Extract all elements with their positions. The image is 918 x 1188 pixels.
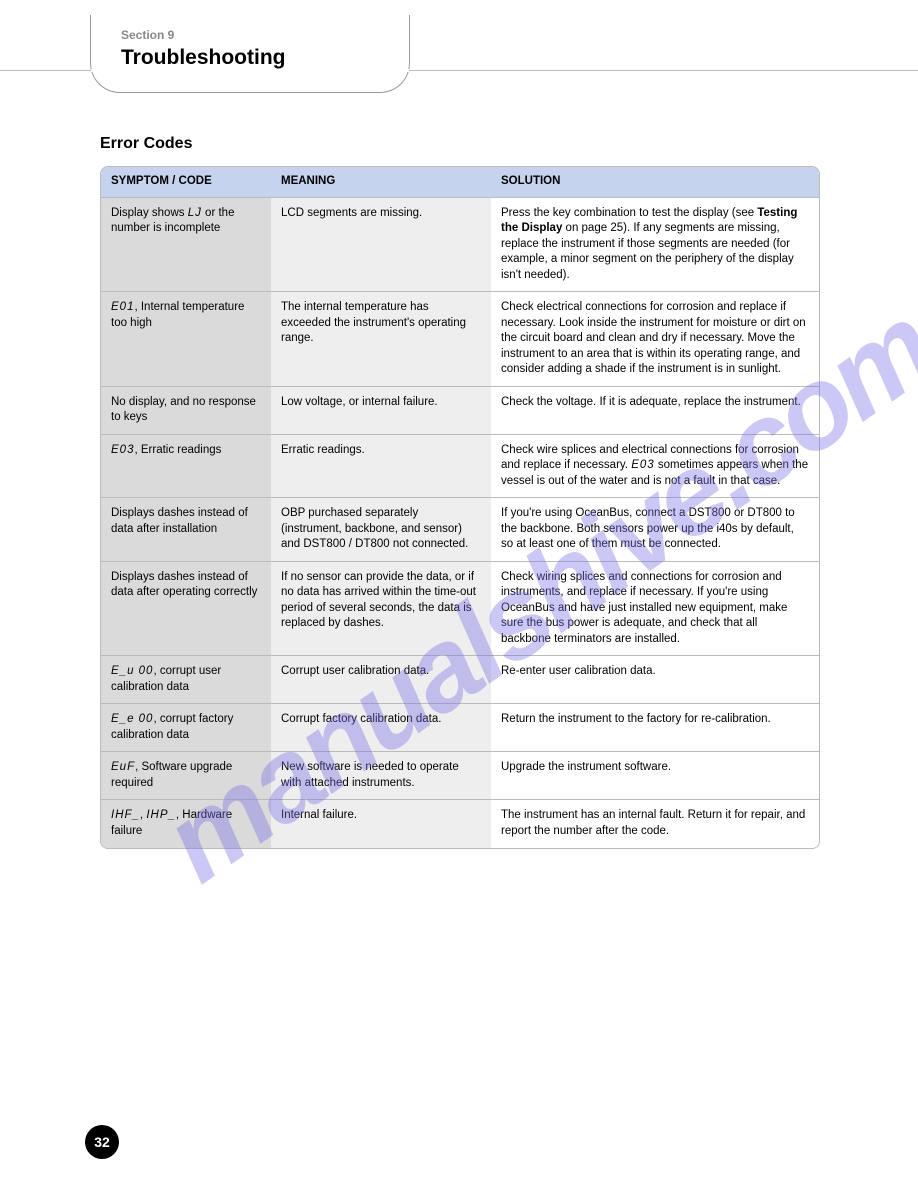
cell-symptom: Displays dashes instead of data after in… xyxy=(101,498,271,562)
section-subtitle: Error Codes xyxy=(100,135,192,153)
col-header-symptom: SYMPTOM / CODE xyxy=(101,167,271,197)
cell-solution: Press the key combination to test the di… xyxy=(491,197,819,292)
cell-symptom: IHF_, IHP_, Hardware failure xyxy=(101,800,271,848)
table-row: Displays dashes instead of data after in… xyxy=(101,498,819,562)
cell-solution: Re-enter user calibration data. xyxy=(491,656,819,704)
cell-meaning: New software is needed to operate with a… xyxy=(271,752,491,800)
cell-solution: Check the voltage. If it is adequate, re… xyxy=(491,386,819,434)
cell-meaning: Internal failure. xyxy=(271,800,491,848)
table-row: E_u 00, corrupt user calibration dataCor… xyxy=(101,656,819,704)
cell-solution: If you're using OceanBus, connect a DST8… xyxy=(491,498,819,562)
table-row: EuF, Software upgrade requiredNew softwa… xyxy=(101,752,819,800)
cell-meaning: LCD segments are missing. xyxy=(271,197,491,292)
cell-symptom: No display, and no response to keys xyxy=(101,386,271,434)
cell-meaning: Low voltage, or internal failure. xyxy=(271,386,491,434)
cell-symptom: E03, Erratic readings xyxy=(101,434,271,498)
cell-meaning: Erratic readings. xyxy=(271,434,491,498)
cell-solution: Upgrade the instrument software. xyxy=(491,752,819,800)
table-row: E01, Internal temperature too highThe in… xyxy=(101,292,819,387)
cell-symptom: E_u 00, corrupt user calibration data xyxy=(101,656,271,704)
table-row: Display shows LJ or the number is incomp… xyxy=(101,197,819,292)
page-number-badge: 32 xyxy=(85,1125,119,1159)
page-title: Troubleshooting xyxy=(121,46,285,70)
table-row: E_e 00, corrupt factory calibration data… xyxy=(101,704,819,752)
cell-symptom: EuF, Software upgrade required xyxy=(101,752,271,800)
table-row: No display, and no response to keysLow v… xyxy=(101,386,819,434)
col-header-solution: SOLUTION xyxy=(491,167,819,197)
cell-meaning: Corrupt factory calibration data. xyxy=(271,704,491,752)
table-row: Displays dashes instead of data after op… xyxy=(101,561,819,656)
cell-symptom: E01, Internal temperature too high xyxy=(101,292,271,387)
cell-solution: Check electrical connections for corrosi… xyxy=(491,292,819,387)
table-row: E03, Erratic readingsErratic readings.Ch… xyxy=(101,434,819,498)
cell-solution: Return the instrument to the factory for… xyxy=(491,704,819,752)
table-row: IHF_, IHP_, Hardware failureInternal fai… xyxy=(101,800,819,848)
cell-solution: The instrument has an internal fault. Re… xyxy=(491,800,819,848)
cell-meaning: If no sensor can provide the data, or if… xyxy=(271,561,491,656)
table-header-row: SYMPTOM / CODE MEANING SOLUTION xyxy=(101,167,819,197)
cell-meaning: Corrupt user calibration data. xyxy=(271,656,491,704)
cell-solution: Check wire splices and electrical connec… xyxy=(491,434,819,498)
cell-symptom: E_e 00, corrupt factory calibration data xyxy=(101,704,271,752)
cell-symptom: Displays dashes instead of data after op… xyxy=(101,561,271,656)
cell-solution: Check wiring splices and connections for… xyxy=(491,561,819,656)
cell-symptom: Display shows LJ or the number is incomp… xyxy=(101,197,271,292)
section-label: Section 9 xyxy=(121,28,174,42)
cell-meaning: OBP purchased separately (instrument, ba… xyxy=(271,498,491,562)
cell-meaning: The internal temperature has exceeded th… xyxy=(271,292,491,387)
error-codes-table: SYMPTOM / CODE MEANING SOLUTION Display … xyxy=(100,166,820,849)
col-header-meaning: MEANING xyxy=(271,167,491,197)
